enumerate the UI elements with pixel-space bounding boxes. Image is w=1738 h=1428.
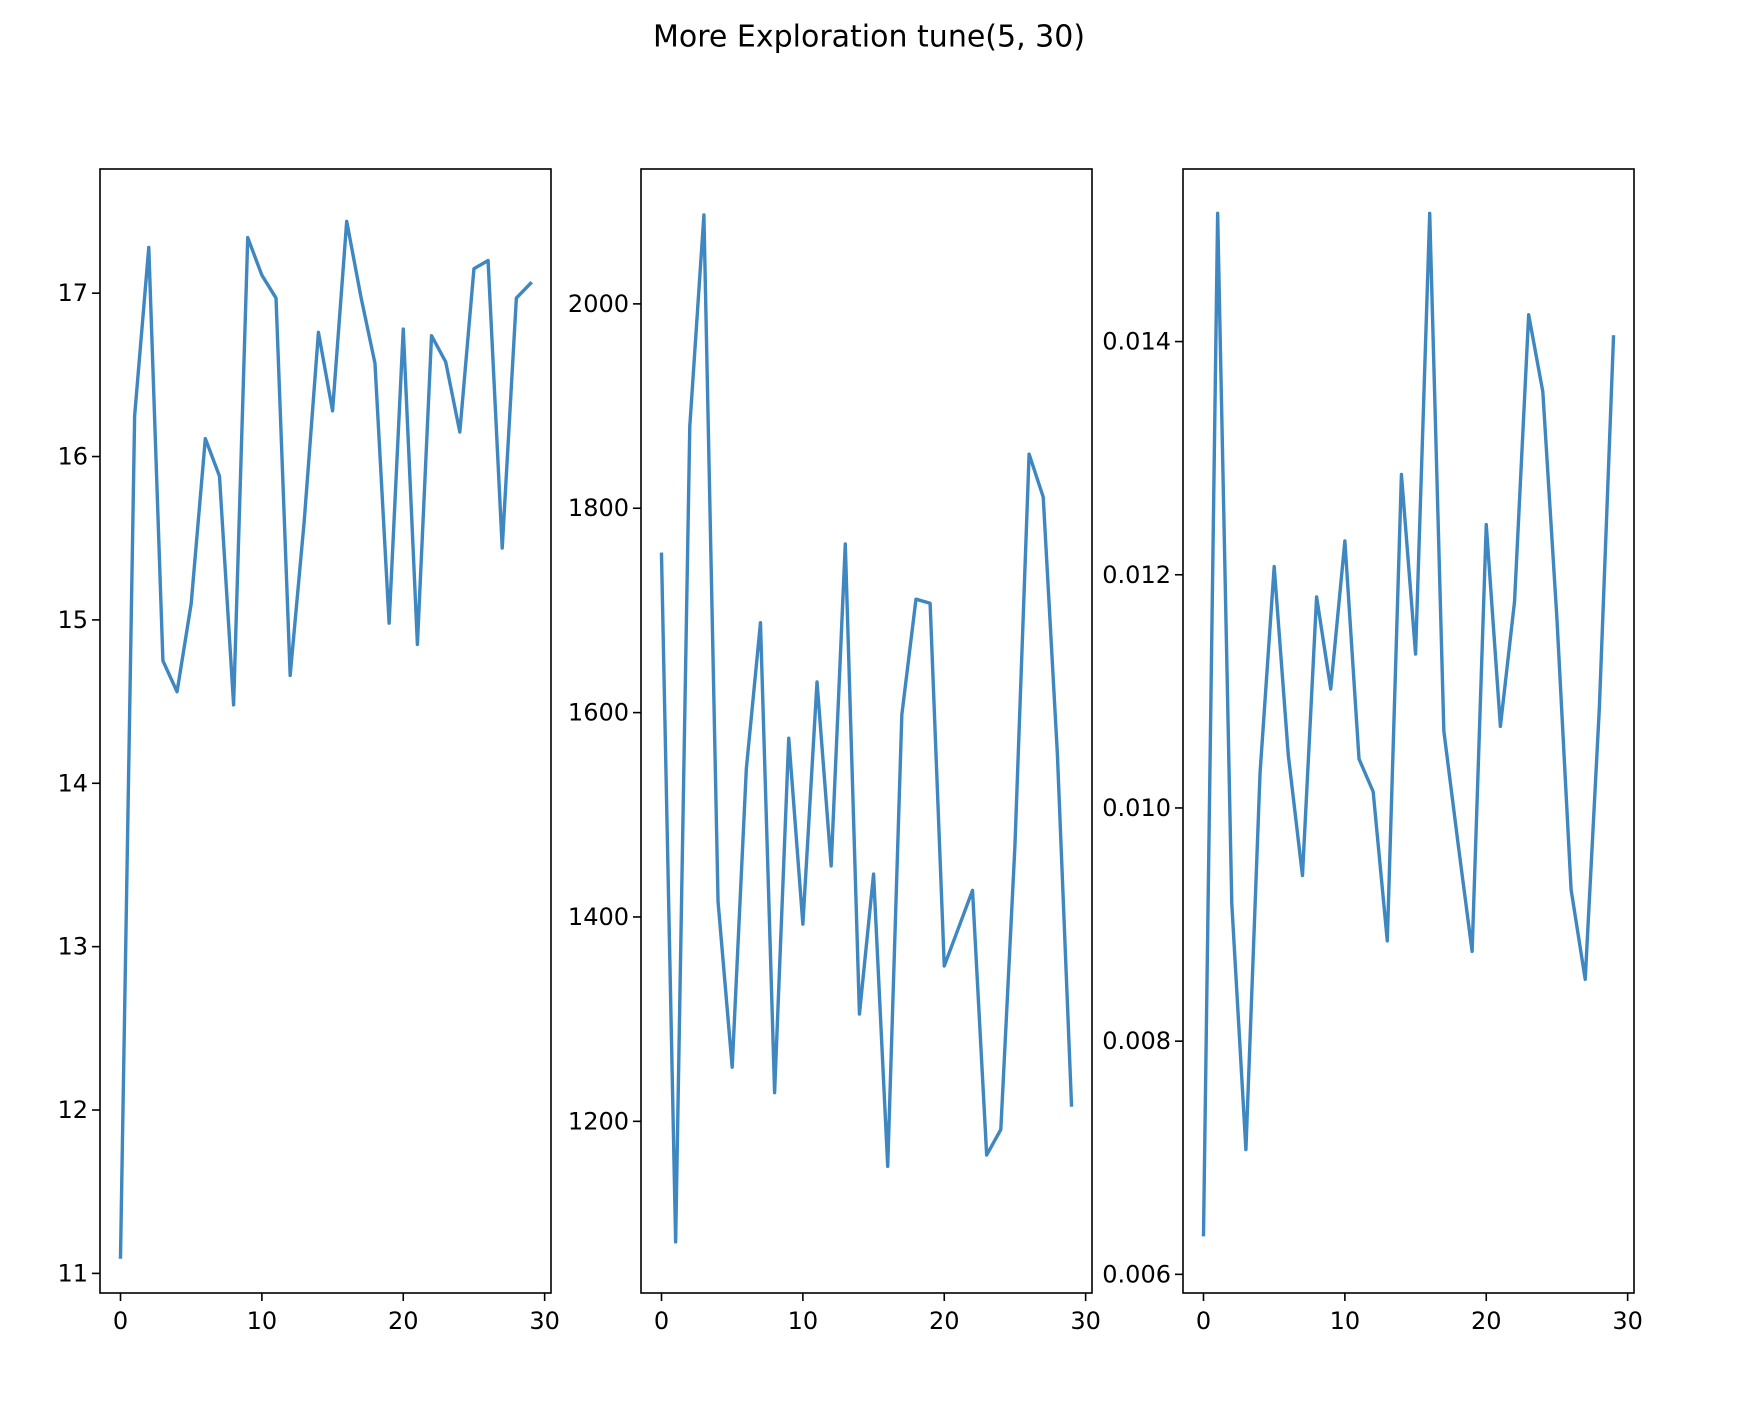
axes-frame [640, 168, 1093, 1294]
y-tick-label: 0.006 [1102, 1260, 1171, 1288]
axes-frame [1182, 168, 1635, 1294]
y-tick-label: 1800 [568, 494, 629, 522]
x-tick-label: 10 [247, 1307, 278, 1335]
figure-title: More Exploration tune(5, 30) [653, 20, 1085, 55]
y-tick-label: 16 [57, 443, 88, 471]
series-line [118, 219, 533, 1259]
axes-frame [99, 168, 552, 1294]
y-tick-label: 1600 [568, 699, 629, 727]
y-tick-label: 0.014 [1102, 328, 1171, 356]
y-tick-label: 13 [57, 933, 88, 961]
series-line [1201, 211, 1616, 1237]
x-tick-label: 10 [1330, 1307, 1361, 1335]
y-tick-label: 14 [57, 769, 88, 797]
series-line [659, 213, 1074, 1244]
x-tick-label: 30 [1612, 1307, 1643, 1335]
x-tick-label: 0 [113, 1307, 128, 1335]
y-tick-label: 11 [57, 1259, 88, 1287]
y-tick-label: 15 [57, 606, 88, 634]
x-tick-label: 0 [1196, 1307, 1211, 1335]
y-tick-label: 1400 [568, 903, 629, 931]
y-tick-label: 2000 [568, 290, 629, 318]
x-tick-label: 10 [788, 1307, 819, 1335]
x-tick-label: 30 [1070, 1307, 1101, 1335]
y-tick-label: 0.008 [1102, 1027, 1171, 1055]
y-tick-label: 0.012 [1102, 561, 1171, 589]
x-tick-label: 0 [654, 1307, 669, 1335]
y-tick-label: 17 [57, 279, 88, 307]
x-tick-label: 20 [1471, 1307, 1502, 1335]
y-tick-label: 12 [57, 1096, 88, 1124]
x-tick-label: 20 [929, 1307, 960, 1335]
subplot-1: 0 10 20 30 11 12 13 14 15 16 17 [57, 168, 560, 1335]
subplot-3: 0 10 20 30 0.006 0.008 0.010 0.012 0.014 [1102, 168, 1643, 1335]
y-tick-label: 0.010 [1102, 794, 1171, 822]
y-tick-label: 1200 [568, 1107, 629, 1135]
x-tick-label: 20 [388, 1307, 419, 1335]
subplot-2: 0 10 20 30 1200 1400 1600 1800 2000 [568, 168, 1101, 1335]
x-tick-label: 30 [529, 1307, 560, 1335]
